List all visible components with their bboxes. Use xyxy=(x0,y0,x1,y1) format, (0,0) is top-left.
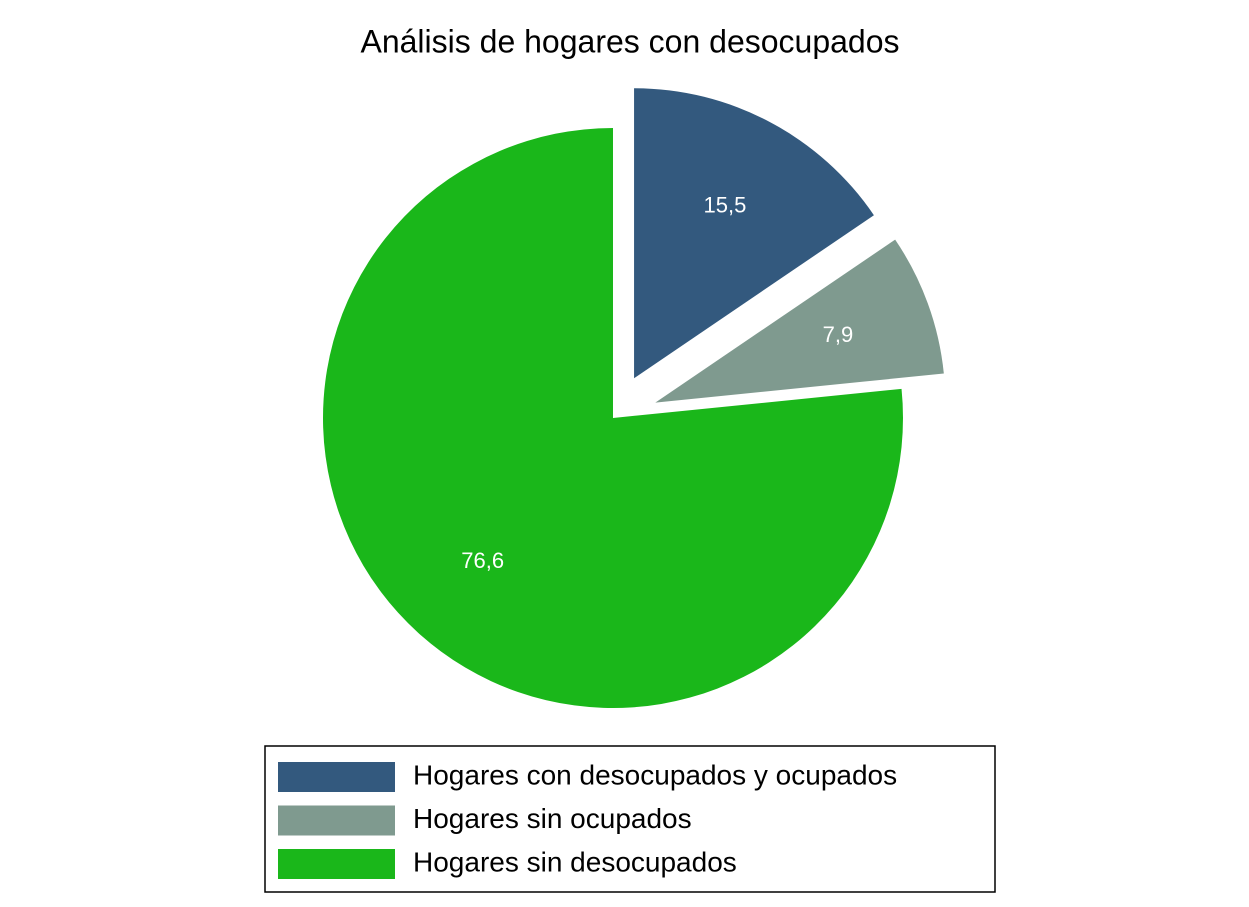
chart-title: Análisis de hogares con desocupados xyxy=(360,23,899,59)
pie-slice xyxy=(655,239,944,403)
data-label: 76,6 xyxy=(461,548,504,573)
pie-slice xyxy=(322,128,903,708)
legend-label: Hogares sin desocupados xyxy=(413,846,737,877)
data-label: 15,5 xyxy=(704,192,747,217)
pie-slice xyxy=(634,88,874,379)
legend-label: Hogares con desocupados y ocupados xyxy=(413,759,897,790)
data-label: 7,9 xyxy=(823,322,854,347)
legend-swatch xyxy=(278,849,395,879)
legend-label: Hogares sin ocupados xyxy=(413,803,692,834)
legend-swatch xyxy=(278,762,395,792)
legend-swatch xyxy=(278,805,395,836)
